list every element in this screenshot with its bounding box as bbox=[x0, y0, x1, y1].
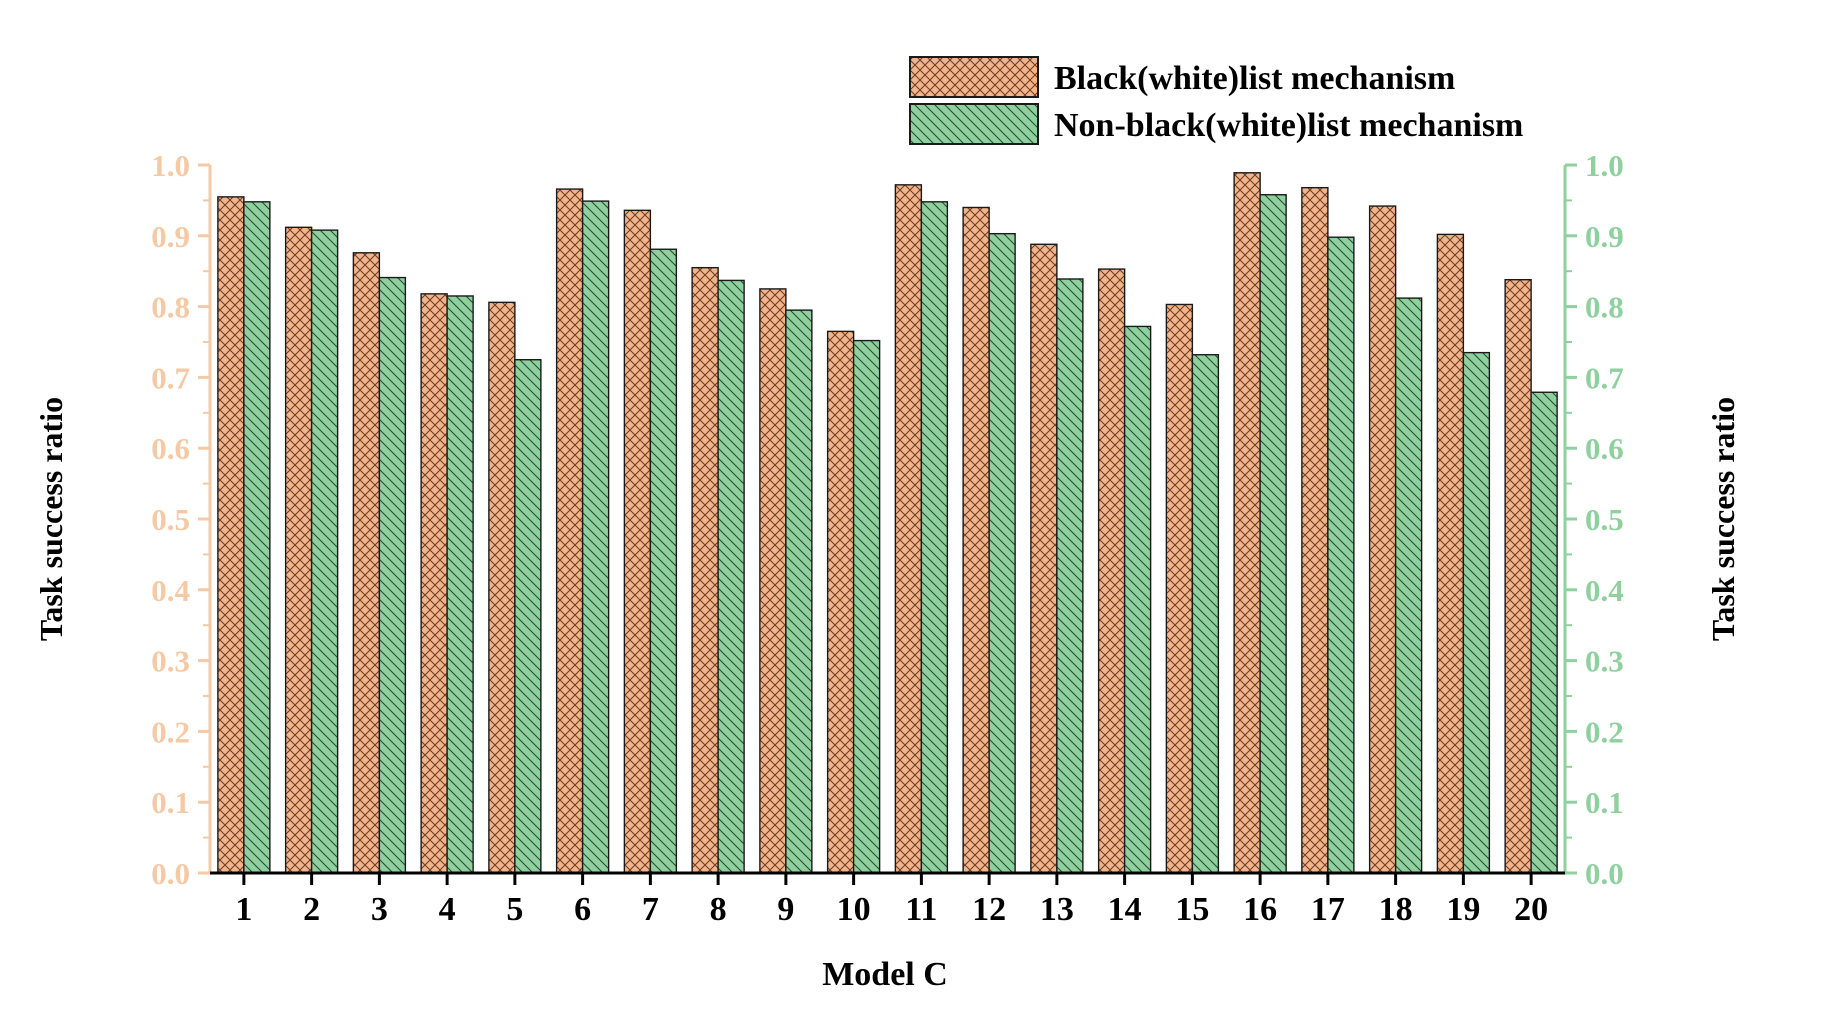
x-axis-title: Model C bbox=[822, 956, 948, 993]
bar-non-blacklist-2 bbox=[310, 229, 339, 874]
x-tick-label: 11 bbox=[905, 891, 937, 928]
bar-non-blacklist-14 bbox=[1123, 325, 1152, 874]
x-tick-label: 17 bbox=[1311, 891, 1345, 928]
bar-blacklist-12 bbox=[962, 206, 990, 874]
x-tick-label: 7 bbox=[642, 891, 659, 928]
right-y-tick-label: 0.0 bbox=[1585, 856, 1624, 891]
bar-blacklist-20 bbox=[1504, 278, 1532, 874]
bar-non-blacklist-5 bbox=[514, 359, 542, 874]
bar-blacklist-19 bbox=[1436, 233, 1465, 874]
x-tick-label: 5 bbox=[506, 891, 523, 928]
right-y-tick-label: 1.0 bbox=[1585, 148, 1624, 183]
bar-blacklist-2 bbox=[284, 226, 313, 874]
bar-non-blacklist-1 bbox=[243, 201, 271, 874]
left-y-tick-label: 0.3 bbox=[151, 644, 190, 679]
bar-blacklist-13 bbox=[1030, 243, 1058, 874]
right-y-tick-label: 0.1 bbox=[1585, 785, 1624, 820]
right-y-tick-label: 0.5 bbox=[1585, 502, 1624, 537]
left-y-tick-label: 0.2 bbox=[151, 714, 190, 749]
x-tick-label: 4 bbox=[439, 891, 456, 928]
right-y-axis-title: Task success ratio bbox=[1705, 397, 1741, 641]
bar-non-blacklist-13 bbox=[1056, 278, 1084, 874]
bar-non-blacklist-20 bbox=[1530, 391, 1558, 874]
bar-blacklist-14 bbox=[1097, 268, 1126, 874]
bar-non-blacklist-9 bbox=[785, 309, 813, 874]
legend-swatch-non-blacklist bbox=[909, 103, 1039, 145]
bar-blacklist-5 bbox=[488, 301, 516, 874]
x-tick-label: 3 bbox=[371, 891, 388, 928]
right-y-tick-label: 0.6 bbox=[1585, 431, 1624, 466]
left-y-tick-label: 0.8 bbox=[151, 290, 190, 325]
bar-non-blacklist-12 bbox=[988, 232, 1016, 874]
x-tick-label: 19 bbox=[1446, 891, 1480, 928]
bar-non-blacklist-3 bbox=[378, 276, 407, 874]
bar-blacklist-11 bbox=[894, 184, 923, 874]
right-y-tick-label: 0.9 bbox=[1585, 219, 1624, 254]
left-y-tick-label: 0.7 bbox=[151, 360, 190, 395]
bar-blacklist-4 bbox=[420, 293, 448, 874]
left-y-tick-label: 1.0 bbox=[151, 148, 190, 183]
x-tick-label: 20 bbox=[1514, 891, 1548, 928]
x-tick-label: 16 bbox=[1243, 891, 1277, 928]
bar-non-blacklist-4 bbox=[446, 295, 474, 874]
bar-non-blacklist-6 bbox=[581, 200, 610, 874]
bar-blacklist-15 bbox=[1165, 303, 1194, 874]
right-y-tick-label: 0.4 bbox=[1585, 573, 1624, 608]
x-tick-label: 15 bbox=[1175, 891, 1209, 928]
bar-blacklist-16 bbox=[1233, 172, 1261, 874]
x-tick-label: 14 bbox=[1108, 891, 1142, 928]
left-y-tick-label: 0.9 bbox=[151, 219, 190, 254]
right-y-tick-label: 0.3 bbox=[1585, 644, 1624, 679]
x-tick-label: 12 bbox=[972, 891, 1006, 928]
bar-blacklist-7 bbox=[623, 209, 652, 874]
x-tick-label: 9 bbox=[777, 891, 794, 928]
x-tick-label: 13 bbox=[1040, 891, 1074, 928]
left-y-tick-label: 0.5 bbox=[151, 502, 190, 537]
bar-non-blacklist-15 bbox=[1191, 354, 1220, 874]
bar-non-blacklist-8 bbox=[717, 279, 745, 874]
bar-non-blacklist-18 bbox=[1394, 297, 1423, 874]
left-y-tick-label: 0.1 bbox=[151, 785, 190, 820]
bar-blacklist-9 bbox=[759, 288, 787, 874]
x-tick-label: 10 bbox=[837, 891, 871, 928]
x-tick-label: 8 bbox=[710, 891, 727, 928]
bar-blacklist-6 bbox=[555, 188, 584, 874]
left-y-tick-label: 0.0 bbox=[151, 856, 190, 891]
bar-non-blacklist-17 bbox=[1327, 236, 1355, 874]
bar-blacklist-10 bbox=[826, 330, 855, 874]
left-y-tick-label: 0.6 bbox=[151, 431, 190, 466]
bar-non-blacklist-11 bbox=[920, 201, 949, 874]
left-y-axis-title: Task success ratio bbox=[33, 397, 69, 641]
left-y-tick-label: 0.4 bbox=[151, 573, 190, 608]
bar-non-blacklist-10 bbox=[852, 339, 881, 874]
right-y-tick-label: 0.7 bbox=[1585, 360, 1624, 395]
x-tick-label: 6 bbox=[574, 891, 591, 928]
x-tick-label: 18 bbox=[1379, 891, 1413, 928]
right-y-tick-label: 0.2 bbox=[1585, 714, 1624, 749]
x-tick-label: 1 bbox=[235, 891, 252, 928]
bar-non-blacklist-7 bbox=[649, 248, 678, 874]
legend-swatch-blacklist bbox=[909, 56, 1039, 98]
bar-non-blacklist-16 bbox=[1259, 194, 1287, 874]
bar-blacklist-18 bbox=[1368, 205, 1397, 874]
legend-label-non-blacklist: Non-black(white)list mechanism bbox=[1054, 107, 1523, 144]
bar-non-blacklist-19 bbox=[1462, 351, 1491, 874]
legend-label-blacklist: Black(white)list mechanism bbox=[1054, 60, 1455, 97]
bar-blacklist-8 bbox=[691, 266, 719, 874]
bar-blacklist-17 bbox=[1301, 186, 1329, 874]
x-tick-label: 2 bbox=[303, 891, 320, 928]
bar-blacklist-1 bbox=[217, 196, 245, 874]
right-y-tick-label: 0.8 bbox=[1585, 290, 1624, 325]
bar-blacklist-3 bbox=[352, 252, 381, 874]
